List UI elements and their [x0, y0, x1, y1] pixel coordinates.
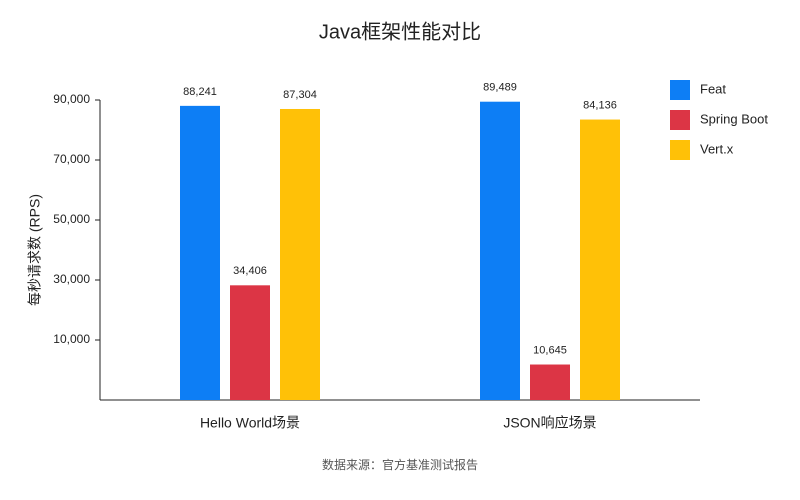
bar: [280, 108, 320, 400]
bar: [480, 101, 520, 400]
x-tick-label: Hello World场景: [200, 415, 300, 431]
bar: [180, 105, 220, 400]
y-axis-label: 每秒请求数 (RPS): [27, 194, 43, 306]
legend-swatch: [670, 140, 690, 160]
value-label: 87,304: [283, 89, 317, 101]
source-note: 数据来源：官方基准测试报告: [322, 457, 478, 472]
y-tick-label: 90,000: [53, 92, 90, 106]
y-tick-label: 30,000: [53, 272, 90, 286]
chart-title: Java框架性能对比: [319, 20, 481, 43]
value-label: 88,241: [183, 86, 217, 98]
y-tick-label: 10,000: [53, 332, 90, 346]
bar: [580, 119, 620, 401]
legend-swatch: [670, 80, 690, 100]
x-tick-label: JSON响应场景: [503, 415, 596, 431]
value-label: 34,406: [233, 265, 267, 277]
legend-swatch: [670, 110, 690, 130]
legend-label: Feat: [700, 81, 726, 96]
bar: [530, 364, 570, 400]
y-tick-label: 50,000: [53, 212, 90, 226]
value-label: 89,489: [483, 82, 517, 94]
y-tick-label: 70,000: [53, 152, 90, 166]
value-label: 84,136: [583, 99, 617, 111]
legend-label: Vert.x: [700, 141, 734, 156]
legend-label: Spring Boot: [700, 111, 768, 126]
bar: [230, 285, 270, 400]
value-label: 10,645: [533, 344, 567, 356]
